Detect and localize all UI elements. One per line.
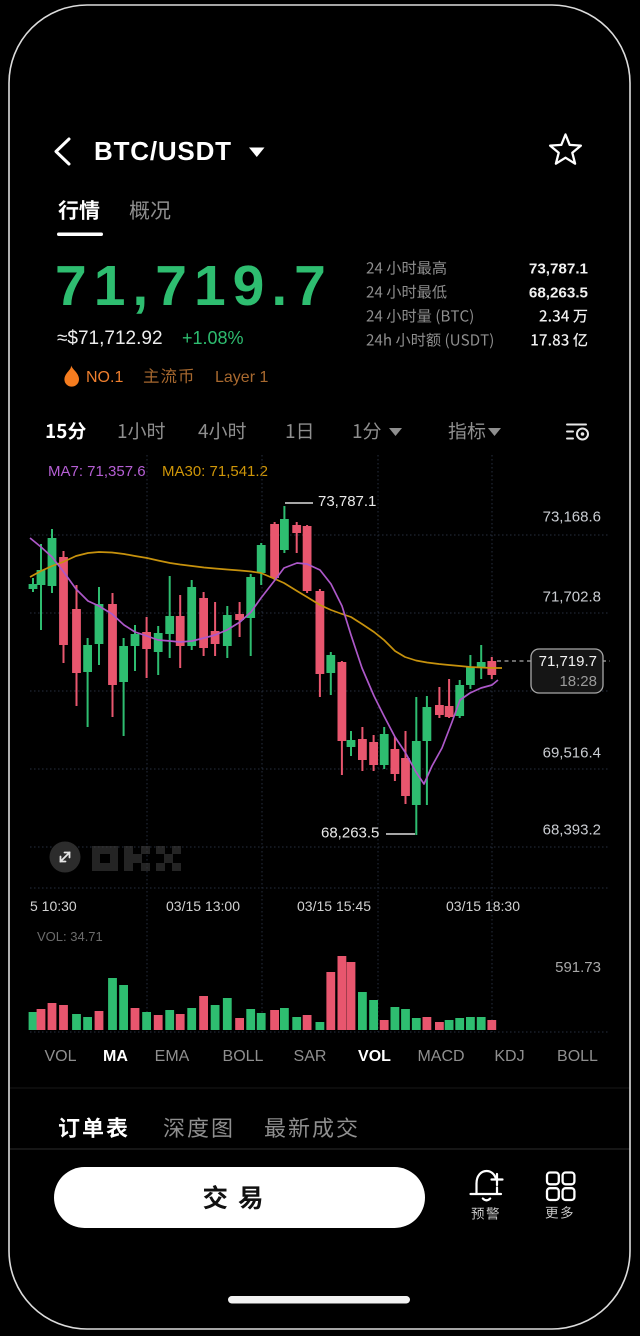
svg-text:SAR: SAR bbox=[294, 1048, 327, 1065]
svg-text:71,719.7: 71,719.7 bbox=[55, 254, 333, 318]
svg-text:+1.08%: +1.08% bbox=[182, 328, 244, 348]
svg-text:18:28: 18:28 bbox=[559, 673, 597, 690]
svg-text:03/15 15:45: 03/15 15:45 bbox=[297, 898, 371, 914]
svg-text:03/15 18:30: 03/15 18:30 bbox=[446, 898, 520, 914]
svg-text:MA: MA bbox=[103, 1048, 128, 1065]
svg-text:73,168.6: 73,168.6 bbox=[543, 509, 601, 526]
svg-text:VOL: VOL bbox=[358, 1048, 391, 1065]
svg-text:Layer 1: Layer 1 bbox=[215, 369, 268, 386]
svg-text:KDJ: KDJ bbox=[494, 1048, 524, 1065]
svg-text:03/15 13:00: 03/15 13:00 bbox=[166, 898, 240, 914]
svg-text:VOL: VOL bbox=[44, 1048, 76, 1065]
svg-text:MA30: 71,541.2: MA30: 71,541.2 bbox=[162, 463, 268, 480]
svg-text:BOLL: BOLL bbox=[557, 1048, 598, 1065]
svg-text:73,787.1: 73,787.1 bbox=[529, 261, 589, 278]
svg-text:5 10:30: 5 10:30 bbox=[30, 898, 77, 914]
svg-text:NO.1: NO.1 bbox=[86, 369, 123, 386]
svg-text:71,719.7: 71,719.7 bbox=[539, 653, 597, 670]
svg-text:68,263.5: 68,263.5 bbox=[529, 285, 589, 302]
svg-text:69,516.4: 69,516.4 bbox=[543, 745, 601, 762]
svg-text:73,787.1: 73,787.1 bbox=[318, 493, 376, 510]
svg-text:≈$71,712.92: ≈$71,712.92 bbox=[57, 328, 163, 349]
svg-text:71,702.8: 71,702.8 bbox=[543, 589, 601, 606]
svg-text:MACD: MACD bbox=[417, 1048, 464, 1065]
svg-text:EMA: EMA bbox=[155, 1048, 190, 1065]
svg-text:591.73: 591.73 bbox=[555, 959, 601, 976]
svg-text:VOL: 34.71: VOL: 34.71 bbox=[37, 929, 103, 944]
svg-text:BTC/USDT: BTC/USDT bbox=[94, 136, 232, 166]
svg-text:BOLL: BOLL bbox=[223, 1048, 264, 1065]
svg-text:68,393.2: 68,393.2 bbox=[543, 822, 601, 839]
svg-text:MA7: 71,357.6: MA7: 71,357.6 bbox=[48, 463, 146, 480]
svg-text:68,263.5: 68,263.5 bbox=[321, 825, 379, 842]
